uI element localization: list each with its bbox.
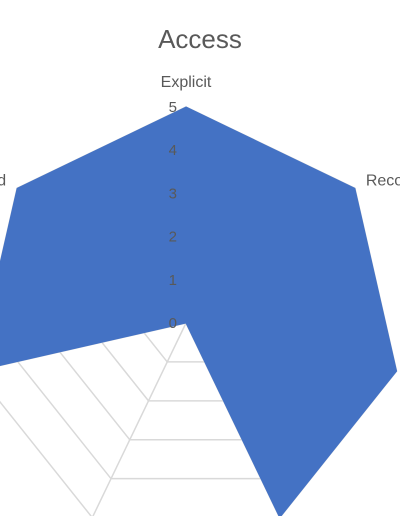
tick-label-4: 4: [169, 142, 177, 159]
tick-label-0: 0: [169, 315, 177, 332]
chart-title: Access: [158, 24, 242, 54]
category-labels: ExplicitRecoupCoPersonal EfficAnnonymize…: [0, 74, 400, 190]
series-layer: [0, 106, 398, 516]
tick-label-3: 3: [169, 185, 177, 202]
grid-spoke-5: [92, 322, 187, 516]
tick-labels: 0 1 2 3 4 5: [169, 99, 177, 332]
series-area-1: [0, 106, 398, 516]
category-label-2: Recoup: [366, 173, 400, 190]
tick-label-2: 2: [169, 229, 177, 246]
tick-label-1: 1: [169, 272, 177, 289]
category-label-1: Explicit: [161, 74, 212, 91]
tick-label-5: 5: [169, 99, 177, 116]
category-label-7: tained: [0, 173, 6, 190]
